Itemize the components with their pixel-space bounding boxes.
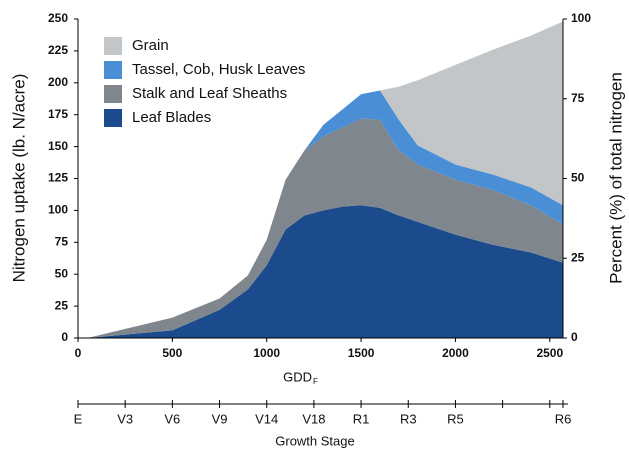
legend-label: Grain (132, 37, 169, 54)
stage-tick-label: E (74, 411, 83, 426)
y2-tick-label: 100 (571, 11, 591, 25)
y2-tick-label: 50 (571, 171, 585, 185)
y2-tick-label: 0 (571, 330, 578, 344)
y2-axis-title: Percent (%) of total nitrogen (606, 72, 625, 284)
y-tick-label: 175 (48, 107, 68, 121)
y-tick-label: 75 (55, 234, 69, 248)
area (87, 118, 564, 338)
y-tick-label: 50 (55, 266, 69, 280)
legend-swatch (104, 61, 122, 79)
legend-label: Tassel, Cob, Husk Leaves (132, 61, 305, 78)
y-axis-title: Nitrogen uptake (lb. N/acre) (9, 74, 28, 283)
y-tick-label: 225 (48, 43, 68, 57)
legend-label: Stalk and Leaf Sheaths (132, 85, 287, 102)
area (87, 21, 564, 338)
x-tick-label: 1500 (348, 346, 375, 360)
y-tick-label: 0 (61, 330, 68, 344)
stage-axis-title: Growth Stage (275, 433, 355, 448)
x-axis-title-sub: F (313, 377, 318, 386)
stage-tick-label: V6 (164, 411, 180, 426)
y-tick-label: 200 (48, 75, 68, 89)
stage-tick-label: R1 (353, 411, 370, 426)
stage-tick-label: R6 (555, 411, 572, 426)
legend-label: Leaf Blades (132, 109, 211, 126)
x-tick-label: 500 (162, 346, 182, 360)
y-tick-label: 100 (48, 203, 68, 217)
stage-tick-label: R5 (447, 411, 464, 426)
stage-tick-label: V3 (117, 411, 133, 426)
y-tick-label: 125 (48, 171, 68, 185)
x-tick-label: 1000 (253, 346, 280, 360)
x-tick-label: 2500 (536, 346, 563, 360)
y-tick-label: 25 (55, 298, 69, 312)
area (87, 205, 564, 338)
stage-tick-label: V14 (255, 411, 278, 426)
y2-tick-label: 25 (571, 250, 585, 264)
y-tick-label: 150 (48, 139, 68, 153)
stage-tick-label: V9 (212, 411, 228, 426)
stage-tick-label: R3 (400, 411, 417, 426)
y2-tick-label: 75 (571, 91, 585, 105)
legend-swatch (104, 85, 122, 103)
legend-swatch (104, 37, 122, 55)
x-tick-label: 2000 (442, 346, 469, 360)
x-tick-label: 0 (75, 346, 82, 360)
x-axis-title: GDD (283, 369, 312, 384)
stage-tick-label: V18 (302, 411, 325, 426)
y-tick-label: 250 (48, 11, 68, 25)
legend-swatch (104, 109, 122, 127)
